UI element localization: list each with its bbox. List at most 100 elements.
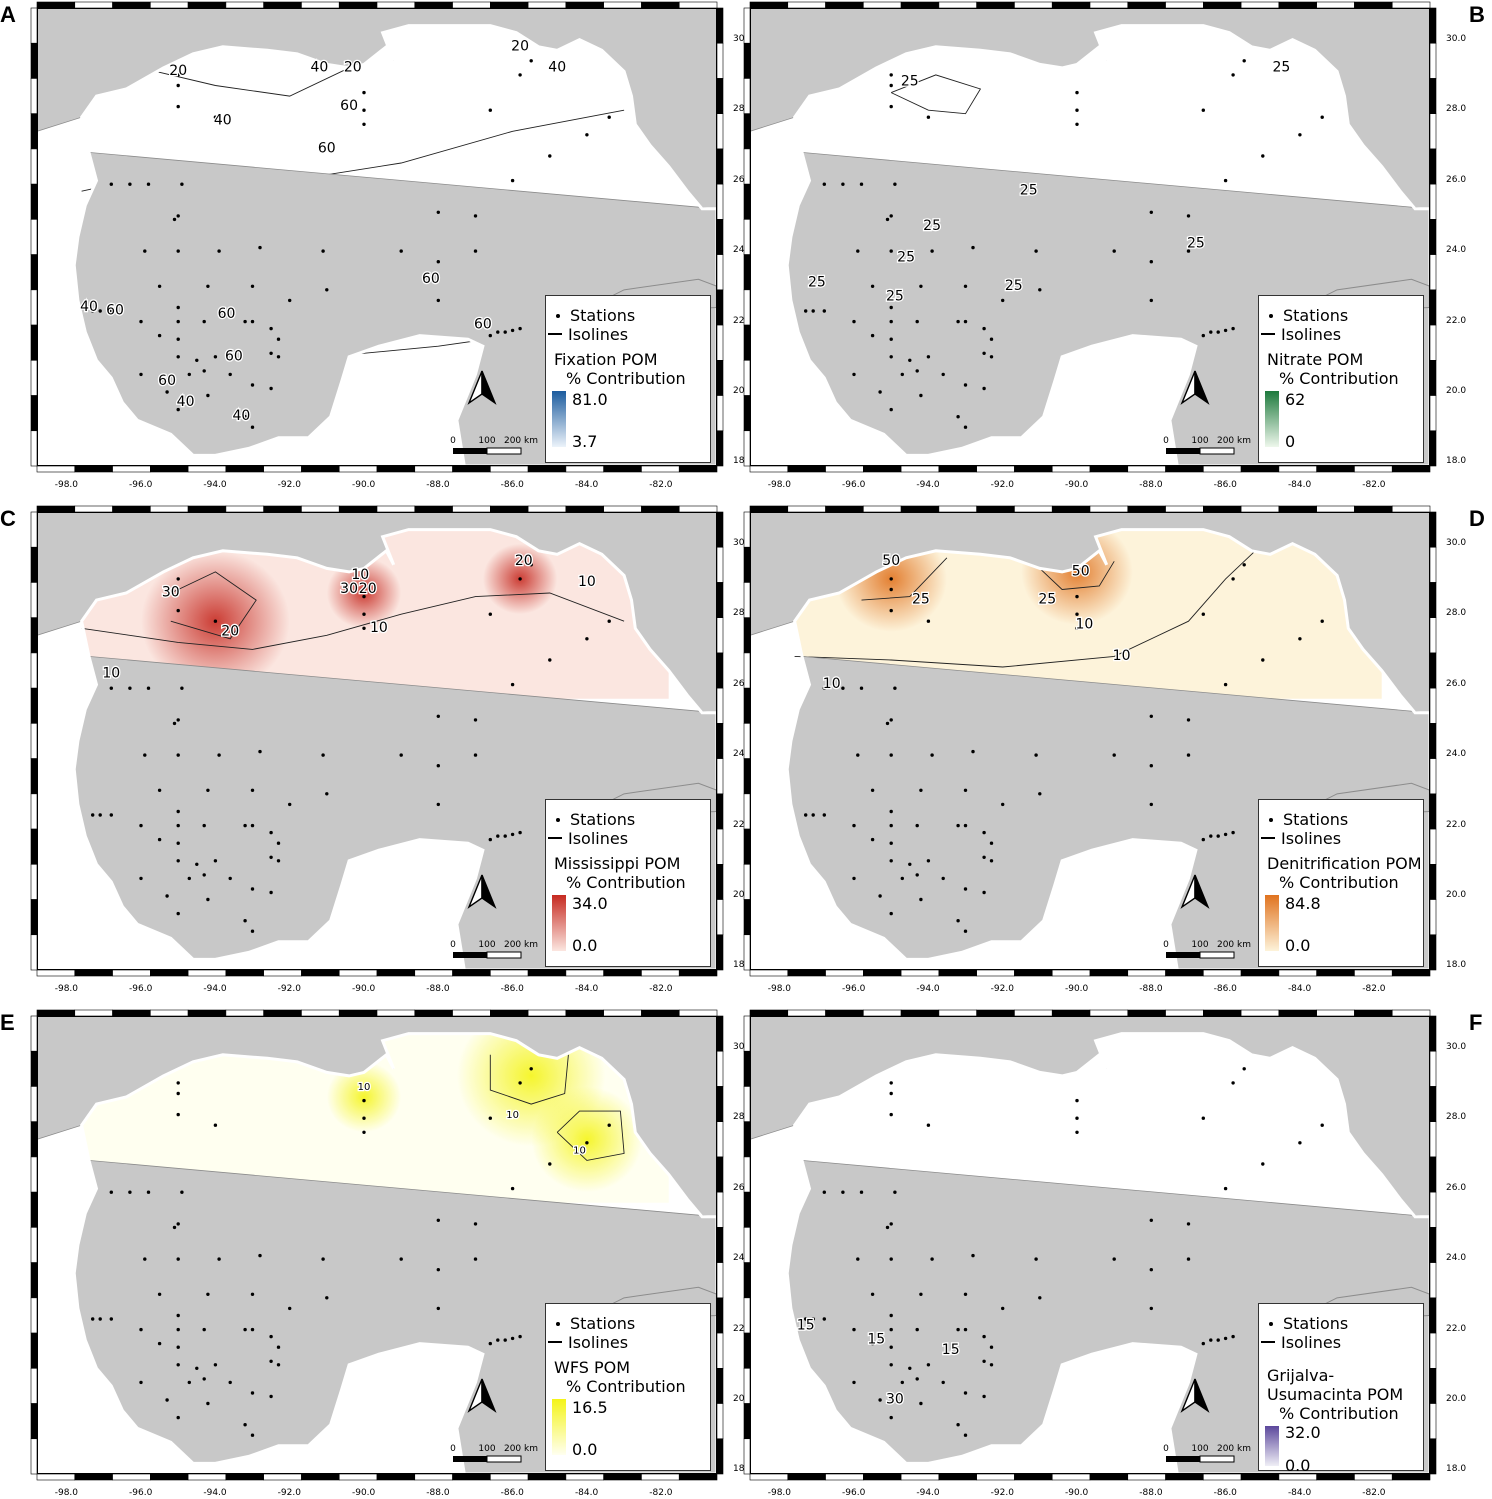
lat-tick-label: 18.0 [1446,456,1467,467]
station-point [243,919,247,923]
station-point [859,686,864,690]
station-point [908,862,912,866]
station-point [250,887,255,891]
station-point [1216,1338,1220,1342]
station-point [889,1327,893,1332]
station-point [143,1257,147,1261]
contour-label: 40 [310,59,328,75]
station-point [503,834,507,838]
legend-max-value: 62 [1285,390,1306,409]
station-point [989,859,994,863]
station-point [288,1306,292,1311]
station-point [585,637,589,641]
station-point [963,1292,968,1296]
station-point [607,1123,611,1127]
station-point [926,859,931,863]
station-point [488,612,492,616]
contour-label: 60 [422,271,440,287]
station-point [889,1091,893,1096]
lon-tick-label: -92.0 [990,984,1014,994]
lon-tick-label: -94.0 [916,480,940,490]
lat-tick-label: 28.0 [1446,104,1467,115]
station-point [889,1345,893,1349]
scale-label: 100 [478,940,495,950]
station-point [269,326,273,331]
station-point [1242,59,1246,63]
scale-bar: 0 100 200 km [450,436,538,455]
lon-tick-label: -98.0 [54,1488,79,1498]
station-point [889,73,893,77]
station-point [176,355,180,359]
lat-tick-label: 28.0 [733,104,754,115]
station-point [146,686,151,690]
station-point [878,390,882,394]
station-point [1231,1081,1235,1085]
lon-tick-label: -92.0 [277,1488,301,1498]
contour-label: 10 [1113,648,1131,664]
station-point [1038,792,1042,796]
station-point [250,929,255,933]
lon-tick-label: -82.0 [1362,1488,1386,1498]
station-point [276,337,281,341]
station-point [607,619,611,623]
station-point [841,182,845,186]
station-point [1075,1116,1079,1120]
station-point [856,249,860,253]
station-point [146,1190,151,1194]
legend-stations: Stations [550,810,635,829]
scale-label: 0 [450,940,456,950]
station-point [1075,626,1079,630]
station-point [889,1222,893,1226]
station-point [822,813,826,817]
lon-tick-label: -84.0 [574,480,599,490]
station-point [206,897,210,902]
contour-label: 15 [797,1318,815,1334]
station-point [982,1394,986,1399]
contour-label: 25 [886,288,904,304]
lat-tick-label: 18.0 [733,456,754,467]
legend-max-value: 81.0 [572,390,608,409]
contour-label: 25 [1187,236,1205,252]
station-point [250,425,255,429]
station-point [971,245,975,250]
legend-contribution-label: % Contribution [566,1377,686,1396]
station-point [176,319,180,324]
contour-label: 25 [1020,183,1038,199]
station-symbol [556,818,560,822]
station-point [109,309,114,313]
station-point [518,1081,522,1085]
station-point [963,929,968,933]
station-point [228,372,232,377]
station-point [157,333,162,338]
station-point [176,841,180,845]
lon-tick-label: -92.0 [277,480,301,490]
lon-tick-label: -94.0 [203,480,227,490]
station-point [243,823,247,828]
station-point [889,587,893,592]
station-point [908,358,912,362]
station-point [989,1363,994,1367]
station-point [176,608,180,613]
station-point [217,753,221,757]
lat-tick-label: 30.0 [733,537,754,548]
station-point [176,718,180,722]
station-point [325,792,329,796]
station-point [176,753,180,757]
station-point [269,1394,273,1399]
legend-min-value: 0 [1285,432,1296,451]
station-point [982,830,986,835]
contour-label: 25 [923,218,941,234]
station-point [165,1398,169,1402]
station-point [436,210,440,214]
contour-label: 10 [1075,616,1093,632]
station-point [250,1327,255,1332]
station-point [963,1433,968,1437]
lon-tick-label: -98.0 [767,1488,792,1498]
scale-bar: 0 100 200 km [1163,436,1251,455]
station-point [930,249,934,253]
station-point [1231,73,1235,77]
station-point [488,333,492,338]
station-point [503,330,507,334]
station-point [362,626,366,630]
station-point [919,1292,923,1296]
